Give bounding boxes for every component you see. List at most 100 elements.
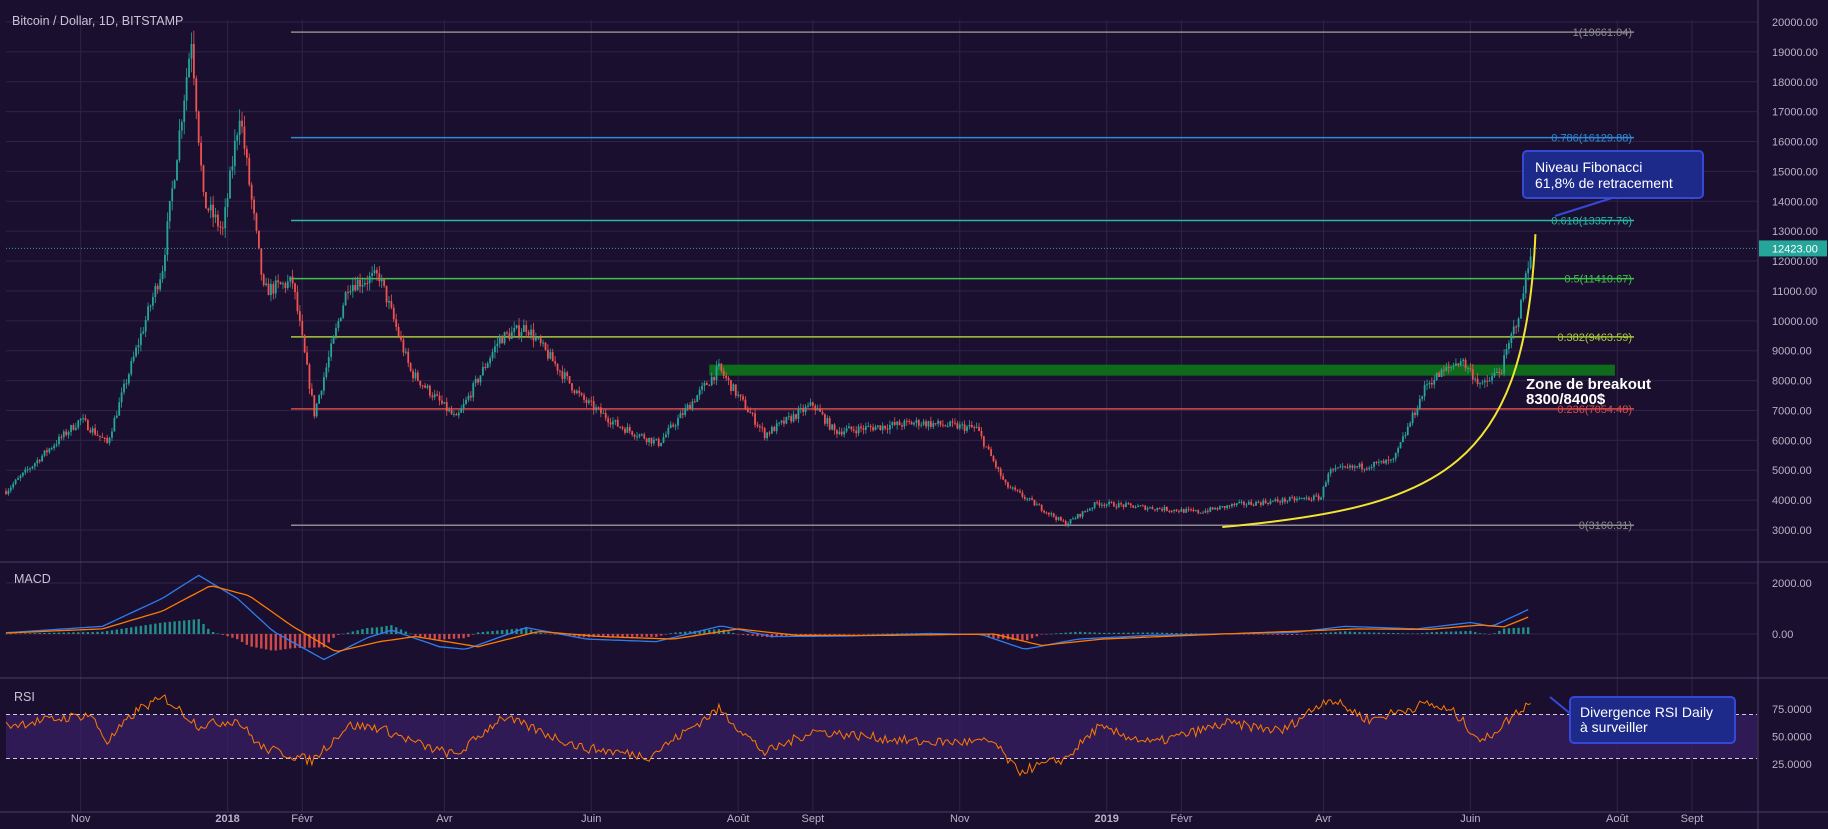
candle-body — [486, 363, 489, 368]
macd-histogram-bar — [838, 634, 841, 635]
candle-body — [147, 306, 150, 321]
candle-body — [243, 126, 246, 149]
candle-body — [91, 428, 94, 433]
candle-body — [1298, 498, 1301, 500]
candle-body — [67, 432, 70, 435]
candle-body — [1132, 505, 1135, 508]
macd-histogram-bar — [631, 634, 634, 637]
candle-body — [344, 292, 347, 306]
candle-body — [874, 426, 877, 431]
candle-body — [840, 431, 843, 435]
macd-histogram-bar — [1064, 632, 1067, 634]
candle-body — [1312, 495, 1315, 500]
candle-body — [229, 170, 231, 199]
candle-body — [1245, 504, 1248, 506]
candle-body — [1385, 459, 1387, 464]
macd-histogram-bar — [857, 634, 860, 635]
candle-body — [1108, 501, 1111, 505]
candle-body — [330, 343, 333, 358]
macd-histogram-bar — [1069, 632, 1072, 634]
candle-body — [937, 420, 940, 424]
macd-histogram-bar — [881, 633, 884, 635]
candle-body — [1199, 512, 1202, 514]
macd-histogram-bar — [987, 634, 990, 637]
macd-histogram-bar — [380, 626, 383, 634]
candle-body — [903, 420, 906, 427]
candle-body — [532, 329, 535, 341]
macd-histogram-bar — [1464, 631, 1467, 634]
rsi-pane — [5, 694, 1757, 777]
candle-body — [332, 336, 335, 344]
macd-histogram-bar — [679, 632, 682, 634]
candle-body — [1404, 434, 1407, 437]
macd-histogram-bar — [727, 631, 730, 634]
candle-body — [441, 400, 443, 404]
macd-histogram-bar — [1430, 632, 1434, 634]
macd-histogram-bar — [1502, 628, 1506, 634]
macd-histogram-bar — [67, 632, 70, 634]
candle-body — [679, 413, 682, 419]
candle-body — [672, 424, 675, 427]
candle-body — [120, 392, 123, 403]
candle-body — [414, 372, 417, 379]
macd-tick-label: 2000.00 — [1772, 578, 1812, 590]
candle-body — [5, 491, 7, 495]
x-tick-label: Août — [1606, 813, 1629, 825]
candle-body — [624, 428, 626, 433]
macd-histogram-bar — [293, 634, 297, 649]
macd-histogram-bar — [298, 634, 302, 648]
macd-histogram-bar — [804, 634, 807, 635]
macd-histogram-bar — [1358, 632, 1361, 634]
candle-body — [1052, 513, 1055, 517]
candle-body — [1344, 466, 1347, 468]
macd-histogram-bar — [163, 622, 167, 634]
fibonacci-annotation-pointer — [1554, 197, 1613, 217]
candle-body — [802, 408, 805, 413]
candle-body — [1129, 503, 1132, 506]
candle-body — [1214, 508, 1216, 510]
candle-body — [607, 418, 610, 423]
y-tick-label: 7000.00 — [1772, 405, 1812, 417]
candle-body — [787, 416, 790, 418]
macd-histogram-bar — [14, 633, 17, 635]
macd-histogram-bar — [57, 632, 61, 634]
candle-body — [1430, 382, 1433, 385]
candle-body — [604, 412, 607, 419]
candle-body — [768, 432, 771, 434]
candle-body — [987, 446, 990, 450]
candle-body — [144, 320, 147, 332]
candle-body — [1231, 503, 1233, 507]
candle-body — [631, 431, 634, 435]
candle-body — [1144, 505, 1147, 510]
candle-body — [1086, 510, 1089, 512]
candle-body — [872, 427, 874, 431]
candle-body — [650, 437, 653, 444]
macd-histogram-bar — [438, 634, 441, 640]
candle-body — [250, 184, 253, 200]
candle-body — [190, 44, 193, 59]
candle-body — [1428, 382, 1431, 385]
macd-histogram-bar — [876, 633, 880, 635]
candle-body — [400, 336, 402, 340]
macd-histogram-bar — [1329, 632, 1332, 634]
candle-body — [1098, 502, 1101, 506]
candle-body — [547, 349, 549, 359]
candle-body — [905, 420, 908, 422]
macd-histogram-bar — [1127, 632, 1130, 634]
macd-histogram-bar — [1252, 634, 1255, 635]
macd-histogram-bar — [529, 629, 533, 634]
candle-body — [1014, 487, 1017, 490]
macd-histogram-bar — [279, 634, 282, 650]
candle-body — [1031, 498, 1033, 500]
candle-body — [1392, 458, 1395, 460]
candle-body — [645, 438, 648, 443]
candle-body — [756, 424, 759, 427]
candle-body — [609, 422, 612, 425]
candle-body — [1493, 372, 1496, 377]
macd-histogram-bar — [419, 634, 422, 637]
candle-body — [1351, 465, 1354, 468]
breakout-zone — [709, 364, 1615, 376]
candle-body — [1115, 506, 1118, 508]
breakout-annotation-line-1: Zone de breakout — [1526, 376, 1651, 393]
candle-body — [460, 408, 463, 413]
